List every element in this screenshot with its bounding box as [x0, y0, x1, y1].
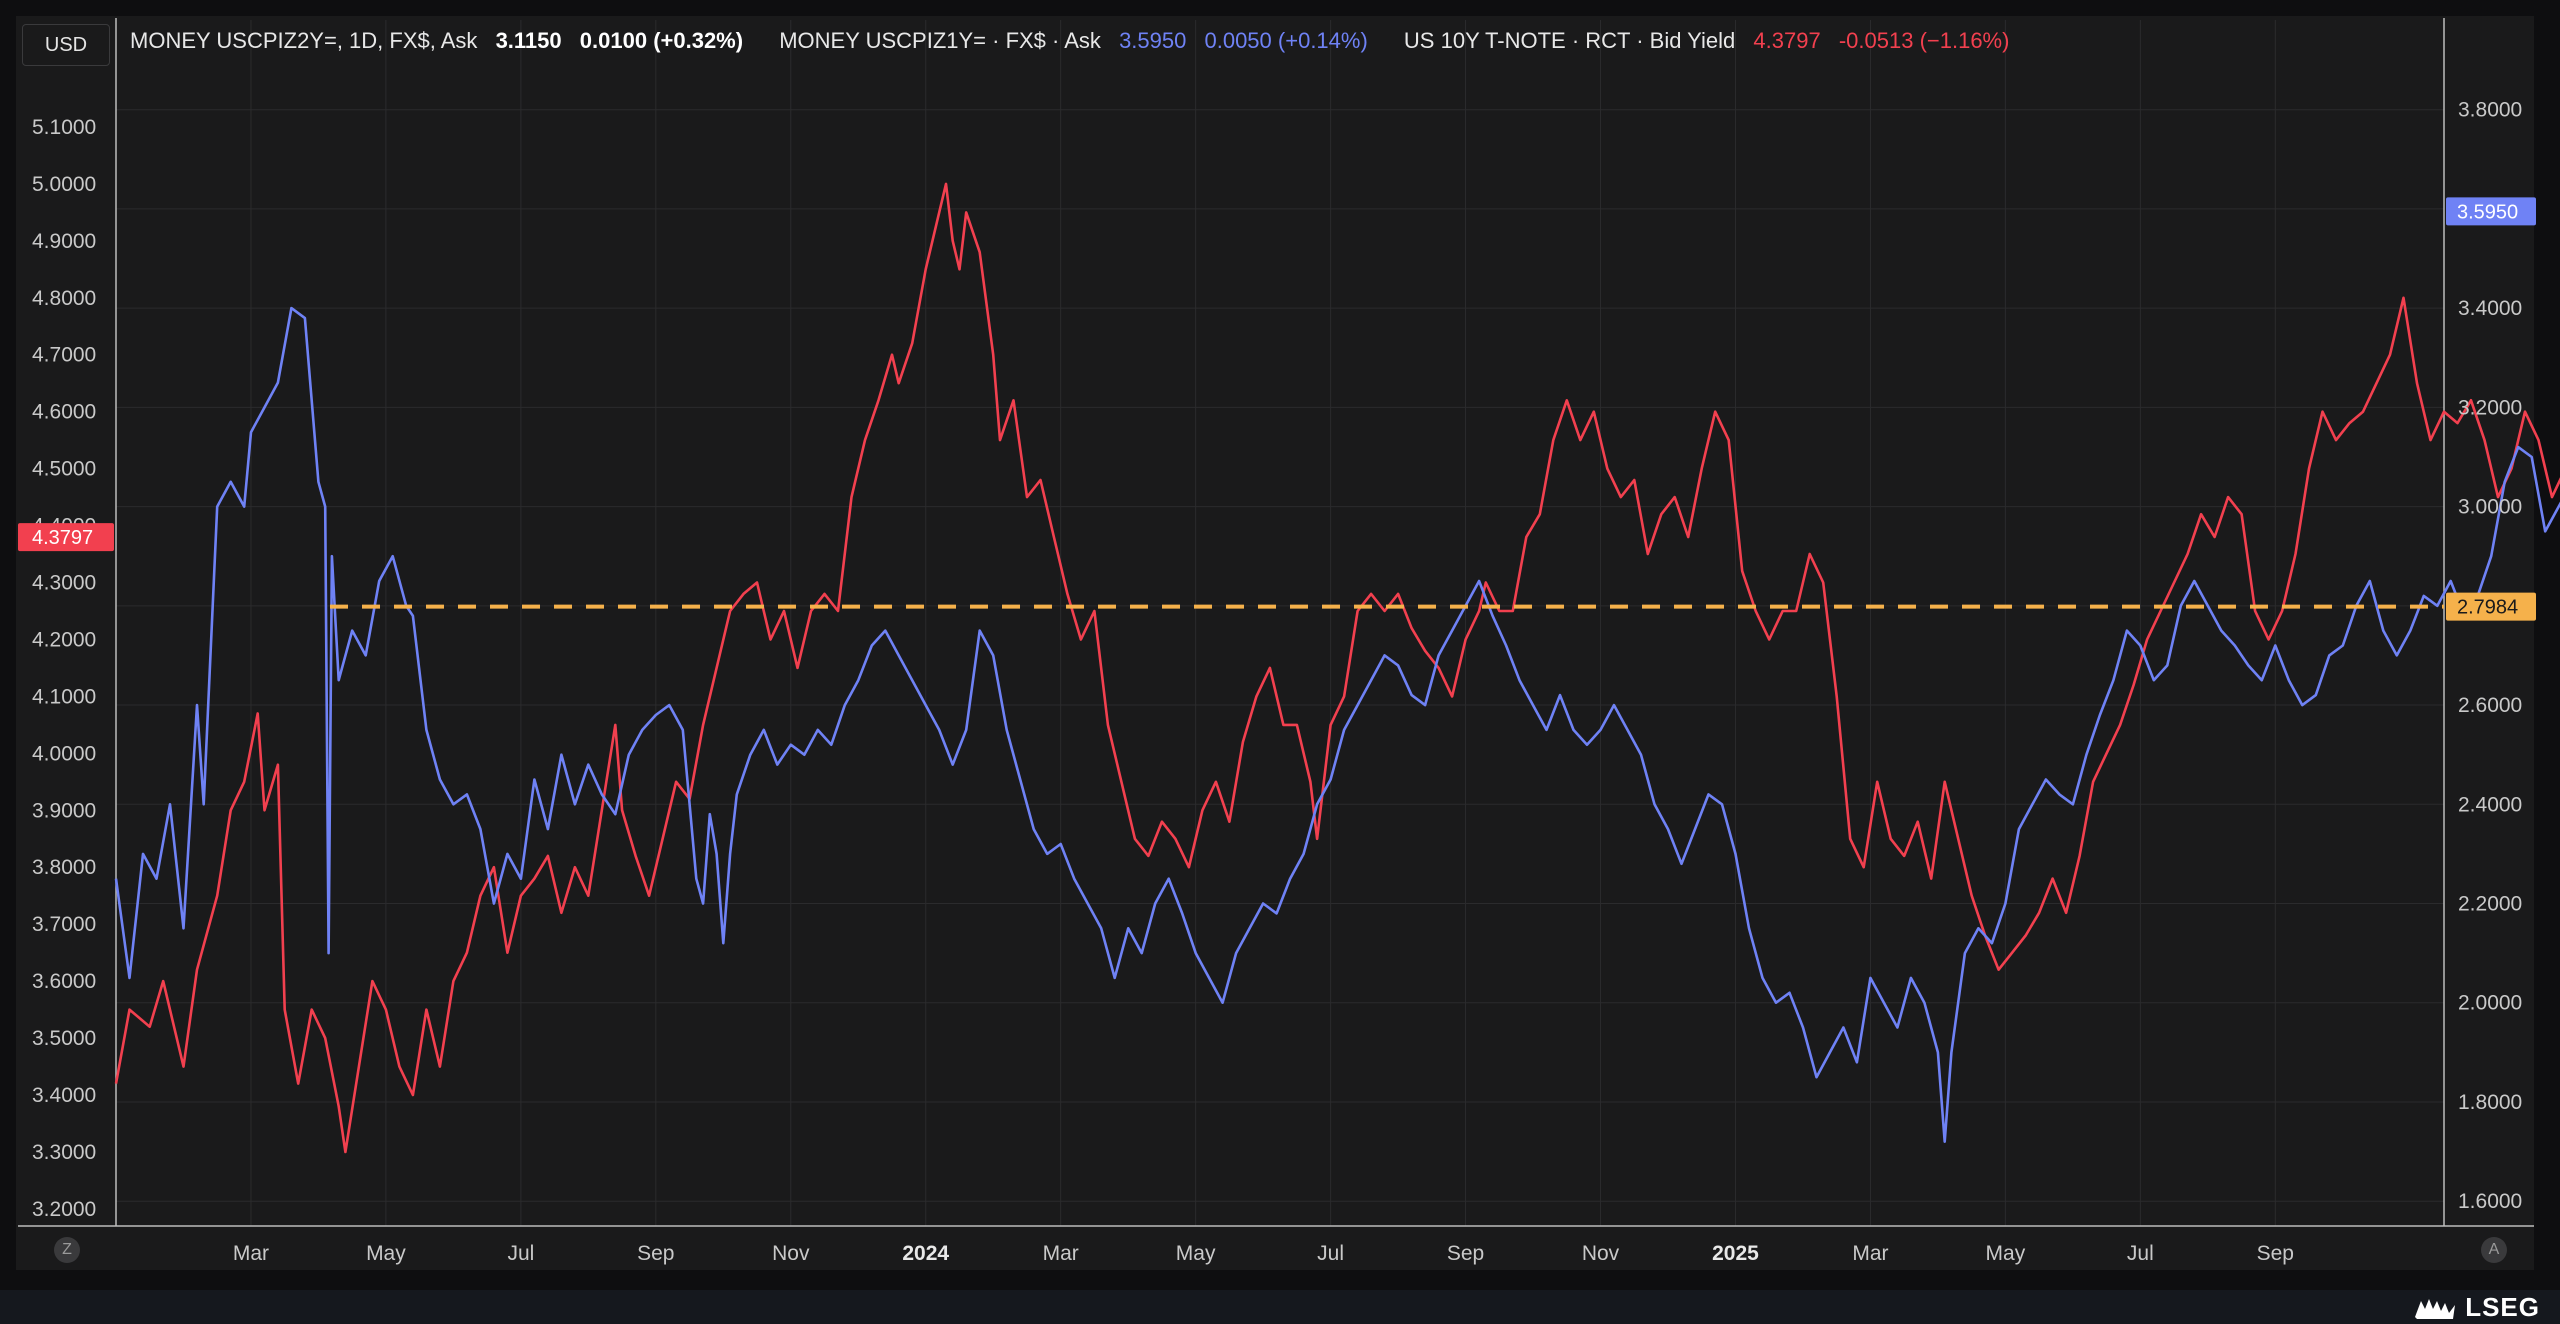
right-tick-label: 1.8000 — [2458, 1091, 2522, 1114]
left-tick-label: 4.7000 — [32, 344, 96, 367]
right-tick-label: 1.6000 — [2458, 1190, 2522, 1213]
legend-s3-last: 4.3797 — [1753, 28, 1821, 53]
x-tick-label: Jul — [1317, 1242, 1344, 1265]
chart-frame — [16, 16, 2534, 1270]
left-tick-label: 4.0000 — [32, 742, 96, 765]
lseg-logo-icon — [2415, 1298, 2456, 1319]
left-tick-label: 4.8000 — [32, 287, 96, 310]
right-tick-label: 2.2000 — [2458, 893, 2522, 916]
x-tick-label: Nov — [772, 1242, 810, 1265]
auto-scale-button[interactable]: A — [2481, 1237, 2507, 1263]
axes — [18, 18, 2534, 1227]
x-tick-label: Mar — [233, 1242, 269, 1265]
left-tick-label: 5.1000 — [32, 116, 96, 139]
left-tick-label: 3.8000 — [32, 856, 96, 879]
left-tick-label: 3.5000 — [32, 1027, 96, 1050]
x-tick-label: May — [366, 1242, 406, 1265]
footer-bar — [0, 1290, 2560, 1324]
left-tick-label: 3.4000 — [32, 1084, 96, 1107]
x-tick-label: 2024 — [902, 1242, 949, 1265]
right-tick-label: 2.6000 — [2458, 694, 2522, 717]
left-tick-label: 3.9000 — [32, 799, 96, 822]
legend-s1-change: 0.0100 — [579, 28, 648, 53]
left-tick-label: 4.2000 — [32, 628, 96, 651]
brand-name: LSEG — [2465, 1292, 2540, 1322]
x-tick-label: Mar — [1852, 1242, 1888, 1265]
right-tick-label: 2.0000 — [2458, 992, 2522, 1015]
legend-s3-pct: (−1.16%) — [1919, 28, 2010, 53]
legend: MONEY USCPIZ2Y=, 1D, FX$, Ask 3.1150 0.0… — [130, 28, 2009, 54]
reference-badge — [2446, 592, 2536, 621]
x-tick-label: Nov — [1582, 1242, 1620, 1265]
series-layer — [114, 182, 2560, 1154]
left-tick-label: 4.1000 — [32, 685, 96, 708]
right-tick-label: 3.8000 — [2458, 99, 2522, 122]
zoom-reset-button[interactable]: Z — [54, 1237, 80, 1263]
x-tick-label: Sep — [637, 1242, 674, 1265]
x-tick-label: May — [1176, 1242, 1216, 1265]
left-tick-label: 4.3000 — [32, 572, 96, 595]
left-tick-label: 5.0000 — [32, 173, 96, 196]
x-tick-label: Sep — [1447, 1242, 1484, 1265]
series-line-1[interactable] — [114, 182, 2560, 1154]
last-value-badge — [2446, 197, 2536, 226]
legend-s1-pct: (+0.32%) — [653, 28, 744, 53]
currency-label: USD — [44, 33, 88, 56]
x-tick-label: Jul — [507, 1242, 534, 1265]
auto-scale-label: A — [2488, 1241, 2500, 1258]
last-value-label: 4.3797 — [32, 527, 93, 549]
legend-s3-name: US 10Y T-NOTE · RCT · Bid Yield — [1403, 28, 1736, 53]
right-tick-label: 3.2000 — [2458, 396, 2522, 419]
series-line-2[interactable] — [114, 199, 2560, 1143]
last-value-label: 3.5950 — [2457, 201, 2518, 223]
grid — [116, 20, 2444, 1226]
legend-s2-pct: (+0.14%) — [1277, 28, 1368, 53]
left-tick-label: 3.3000 — [32, 1141, 96, 1164]
left-tick-label: 4.9000 — [32, 230, 96, 253]
legend-s2-last: 3.5950 — [1119, 28, 1187, 53]
left-tick-label: 4.5000 — [32, 458, 96, 481]
axis-labels: 5.1000 5.0000 4.9000 4.8000 4.7000 4.6000 4.50… — [18, 99, 2536, 1265]
reference-label: 2.7984 — [2457, 597, 2518, 619]
brand: LSEG — [2413, 1292, 2540, 1323]
x-tick-label: 2025 — [1712, 1242, 1759, 1265]
legend-s2-change: 0.0050 — [1204, 28, 1272, 53]
right-tick-label: 3.4000 — [2458, 297, 2522, 320]
currency-button[interactable]: USD — [22, 24, 110, 66]
left-tick-label: 3.6000 — [32, 970, 96, 993]
left-tick-label: 4.6000 — [32, 401, 96, 424]
right-tick-label: 2.4000 — [2458, 793, 2522, 816]
x-tick-label: May — [1986, 1242, 2026, 1265]
x-tick-label: Jul — [2127, 1242, 2154, 1265]
legend-s1-name: MONEY USCPIZ2Y=, 1D, FX$, Ask — [130, 28, 478, 53]
legend-s1-last: 3.1150 — [495, 28, 562, 53]
legend-s3-change: -0.0513 — [1838, 28, 1914, 53]
left-tick-label: 3.2000 — [32, 1198, 96, 1221]
x-tick-label: Mar — [1043, 1242, 1079, 1265]
legend-s2-name: MONEY USCPIZ1Y= · FX$ · Ask — [779, 28, 1101, 53]
right-tick-label: 3.0000 — [2458, 496, 2522, 519]
last-value-badge — [18, 523, 114, 552]
left-tick-label: 3.7000 — [32, 913, 96, 936]
zoom-reset-label: Z — [62, 1241, 72, 1258]
x-tick-label: Sep — [2257, 1242, 2294, 1265]
